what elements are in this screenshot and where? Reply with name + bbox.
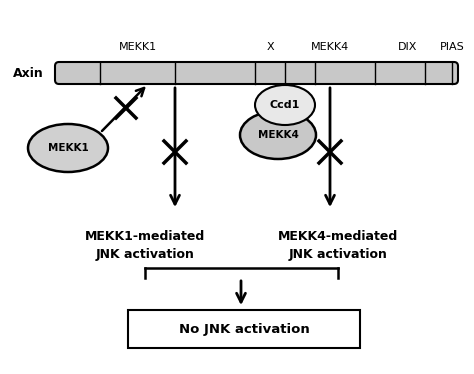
- Text: MEKK4-mediated: MEKK4-mediated: [278, 230, 398, 243]
- Text: MEKK1: MEKK1: [119, 42, 157, 52]
- Text: X: X: [266, 42, 274, 52]
- Text: JNK activation: JNK activation: [289, 248, 387, 261]
- Text: MEKK1-mediated: MEKK1-mediated: [85, 230, 205, 243]
- Ellipse shape: [28, 124, 108, 172]
- Text: MEKK4: MEKK4: [257, 130, 299, 140]
- Text: No JNK activation: No JNK activation: [179, 322, 310, 335]
- Text: MEKK1: MEKK1: [47, 143, 88, 153]
- Text: Ccd1: Ccd1: [270, 100, 300, 110]
- Ellipse shape: [240, 111, 316, 159]
- FancyBboxPatch shape: [55, 62, 458, 84]
- Ellipse shape: [255, 85, 315, 125]
- Text: Axin: Axin: [13, 67, 44, 80]
- Text: MEKK4: MEKK4: [311, 42, 349, 52]
- Bar: [128, 310, 360, 348]
- Text: PIAS: PIAS: [439, 42, 465, 52]
- Text: JNK activation: JNK activation: [96, 248, 194, 261]
- Text: DIX: DIX: [398, 42, 418, 52]
